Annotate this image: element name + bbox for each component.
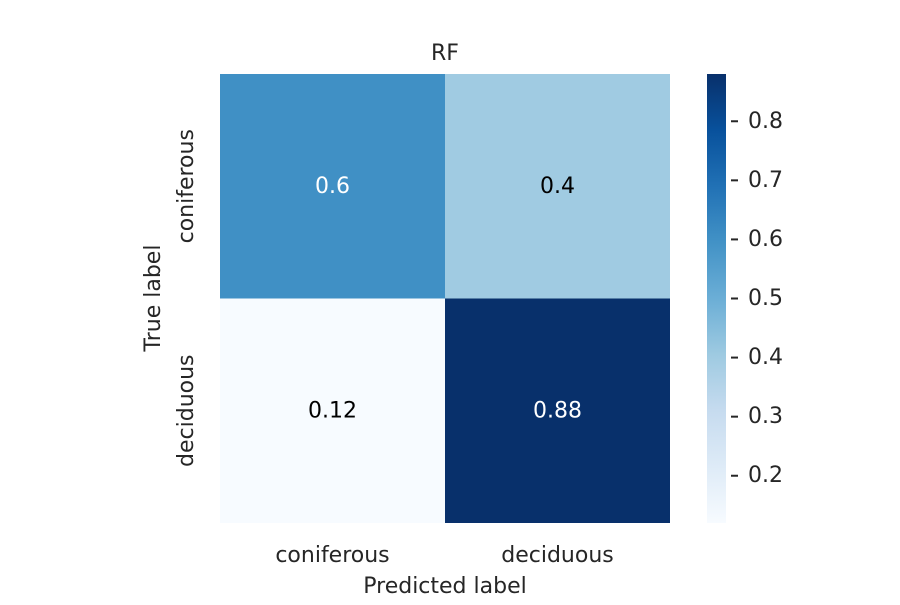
heatmap-cell	[445, 298, 670, 523]
y-tick-label: deciduous	[174, 355, 199, 467]
colorbar-tick-label: 0.2	[748, 463, 783, 488]
colorbar-tick-label: 0.4	[748, 345, 783, 370]
heatmap-cell-label: 0.6	[315, 174, 350, 199]
x-tick-label: deciduous	[501, 543, 613, 568]
chart-title: RF	[431, 41, 459, 66]
heatmap-cell-label: 0.88	[533, 398, 582, 423]
colorbar-ticks: 0.2 0.3 0.4 0.5 0.6 0.7 0.8	[731, 109, 783, 488]
y-axis-label: True label	[141, 245, 166, 353]
y-tick-labels: coniferous deciduous	[174, 129, 199, 467]
colorbar-gradient	[707, 74, 726, 523]
heatmap-cell-label: 0.12	[308, 398, 357, 423]
heatmap-cells	[220, 74, 670, 523]
colorbar-tick-label: 0.3	[748, 404, 783, 429]
x-tick-labels: coniferous deciduous	[275, 543, 613, 568]
heatmap-cell	[220, 74, 445, 299]
heatmap-cell-label: 0.4	[540, 174, 575, 199]
colorbar: 0.2 0.3 0.4 0.5 0.6 0.7 0.8	[707, 74, 783, 523]
colorbar-tick-label: 0.6	[748, 227, 783, 252]
y-tick-label: coniferous	[174, 129, 199, 243]
x-tick-label: coniferous	[275, 543, 389, 568]
colorbar-tick-label: 0.5	[748, 286, 783, 311]
heatmap-cell-labels: 0.6 0.4 0.12 0.88	[308, 174, 582, 424]
heatmap-cell	[220, 298, 445, 523]
colorbar-tick-label: 0.7	[748, 168, 783, 193]
colorbar-tick-label: 0.8	[748, 109, 783, 134]
x-axis-label: Predicted label	[363, 574, 526, 599]
heatmap-cell	[445, 74, 670, 299]
